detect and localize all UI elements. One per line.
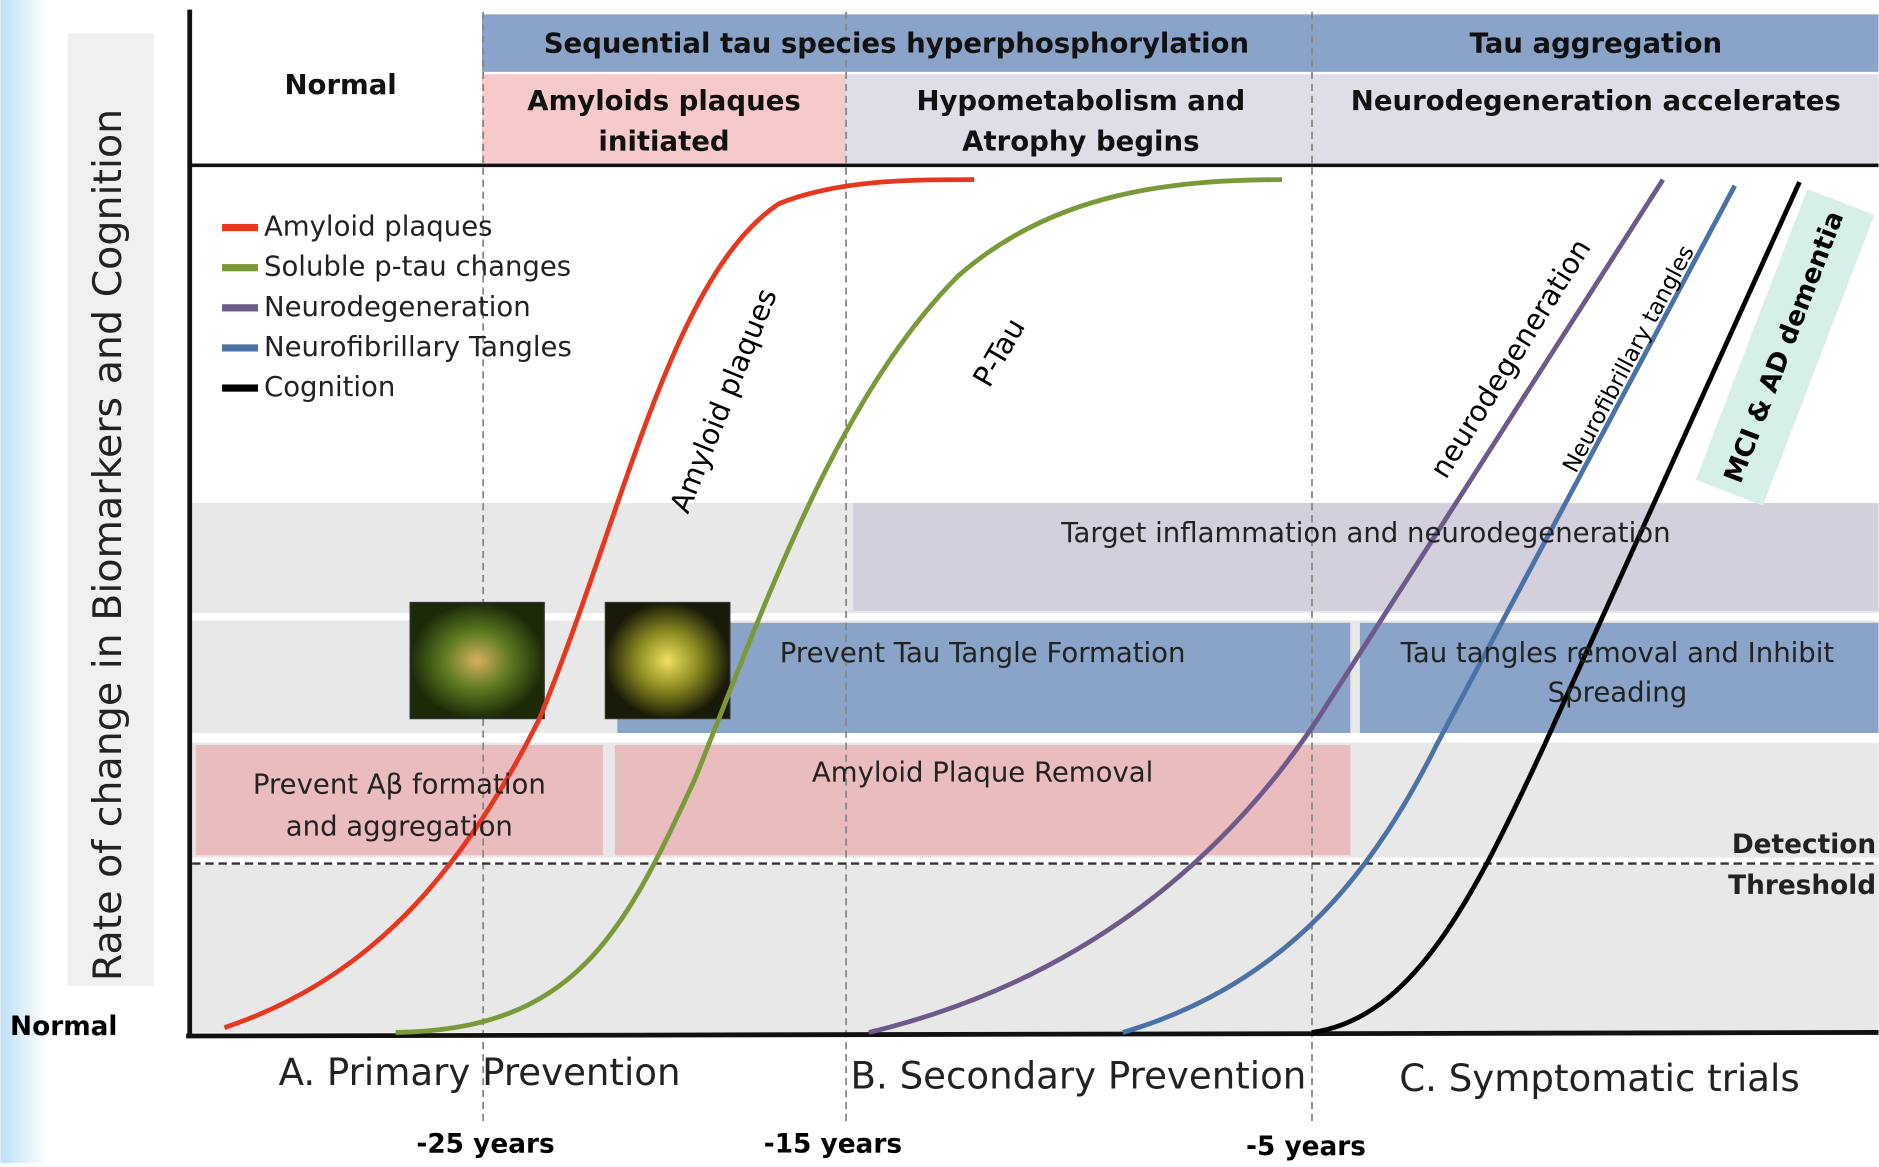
threshold-label: Detection [1732, 830, 1876, 860]
legend-swatch [222, 223, 258, 232]
curve [1122, 184, 1737, 1035]
intervention-label: Amyloid Plaque Removal [812, 757, 1153, 789]
phase-dividers [482, 11, 1313, 1126]
y-label-box [67, 33, 154, 986]
legend-swatch [222, 264, 258, 272]
legend-label: Amyloid plaques [264, 211, 493, 243]
intervention-box [617, 622, 1351, 734]
intervention-box [1359, 622, 1879, 734]
intervention-label: Prevent Aβ formation [253, 769, 546, 801]
band [192, 864, 1879, 1033]
header-label: Sequential tau species hyperphosphorylat… [544, 27, 1249, 59]
curve [395, 177, 1283, 1035]
header-cell [481, 74, 847, 163]
intervention-label: Spreading [1548, 676, 1688, 708]
stage-label: Normal [285, 69, 397, 101]
timeline-label: -25 years [416, 1130, 554, 1160]
stage-label: Amyloids plaques [527, 85, 800, 117]
legend-swatch [222, 344, 258, 352]
microscopy-image [409, 601, 545, 720]
timeline-label: -15 years [764, 1130, 902, 1160]
stage-label: Atrophy begins [962, 126, 1199, 158]
y-axis-label: Rate of change in Biomarkers and Cogniti… [85, 109, 131, 981]
intervention-box [195, 744, 603, 856]
curves [223, 177, 1802, 1035]
curve [1311, 181, 1802, 1035]
stage-label: Hypometabolism and [916, 85, 1245, 117]
header-cell [846, 74, 1879, 163]
stage-label: Neurodegeneration accelerates [1351, 85, 1841, 117]
intervention-box [614, 744, 1351, 856]
legend-swatch [222, 384, 258, 392]
intervention-box [853, 503, 1879, 611]
curve [868, 178, 1665, 1035]
header-label: Tau aggregation [1470, 27, 1723, 59]
intervention-label: Target inflammation and neurodegeneratio… [1060, 517, 1670, 549]
phase-label: B. Secondary Prevention [851, 1054, 1307, 1097]
label-box [1695, 189, 1875, 506]
legend-label: Cognition [264, 371, 395, 403]
curve [223, 177, 975, 1030]
stage-label: initiated [598, 126, 729, 158]
intervention-label: and aggregation [286, 811, 513, 843]
legend-label: Neurofibrillary Tangles [264, 331, 572, 363]
legend-swatch [222, 304, 258, 312]
phase-label: C. Symptomatic trials [1399, 1057, 1799, 1100]
background-edge [0, 0, 49, 1163]
threshold-label: Threshold [1728, 871, 1876, 901]
curve-label: P-Tau [966, 312, 1032, 392]
baseline-label: Normal [10, 1012, 117, 1042]
header-band [481, 14, 1879, 72]
intervention-label: Prevent Tau Tangle Formation [780, 637, 1186, 669]
intervention-label: Tau tangles removal and Inhibit [1400, 637, 1835, 669]
legend-label: Neurodegeneration [264, 291, 531, 323]
phase-label: A. Primary Prevention [279, 1051, 681, 1094]
x-axis [186, 1030, 1879, 1039]
curve-label: Amyloid plaques [663, 284, 784, 518]
legend-label: Soluble p-tau changes [264, 251, 571, 283]
legend: Amyloid plaques Soluble p-tau changes Neur… [222, 211, 572, 403]
timeline-label: -5 years [1246, 1132, 1366, 1162]
microscopy-image [604, 601, 731, 720]
